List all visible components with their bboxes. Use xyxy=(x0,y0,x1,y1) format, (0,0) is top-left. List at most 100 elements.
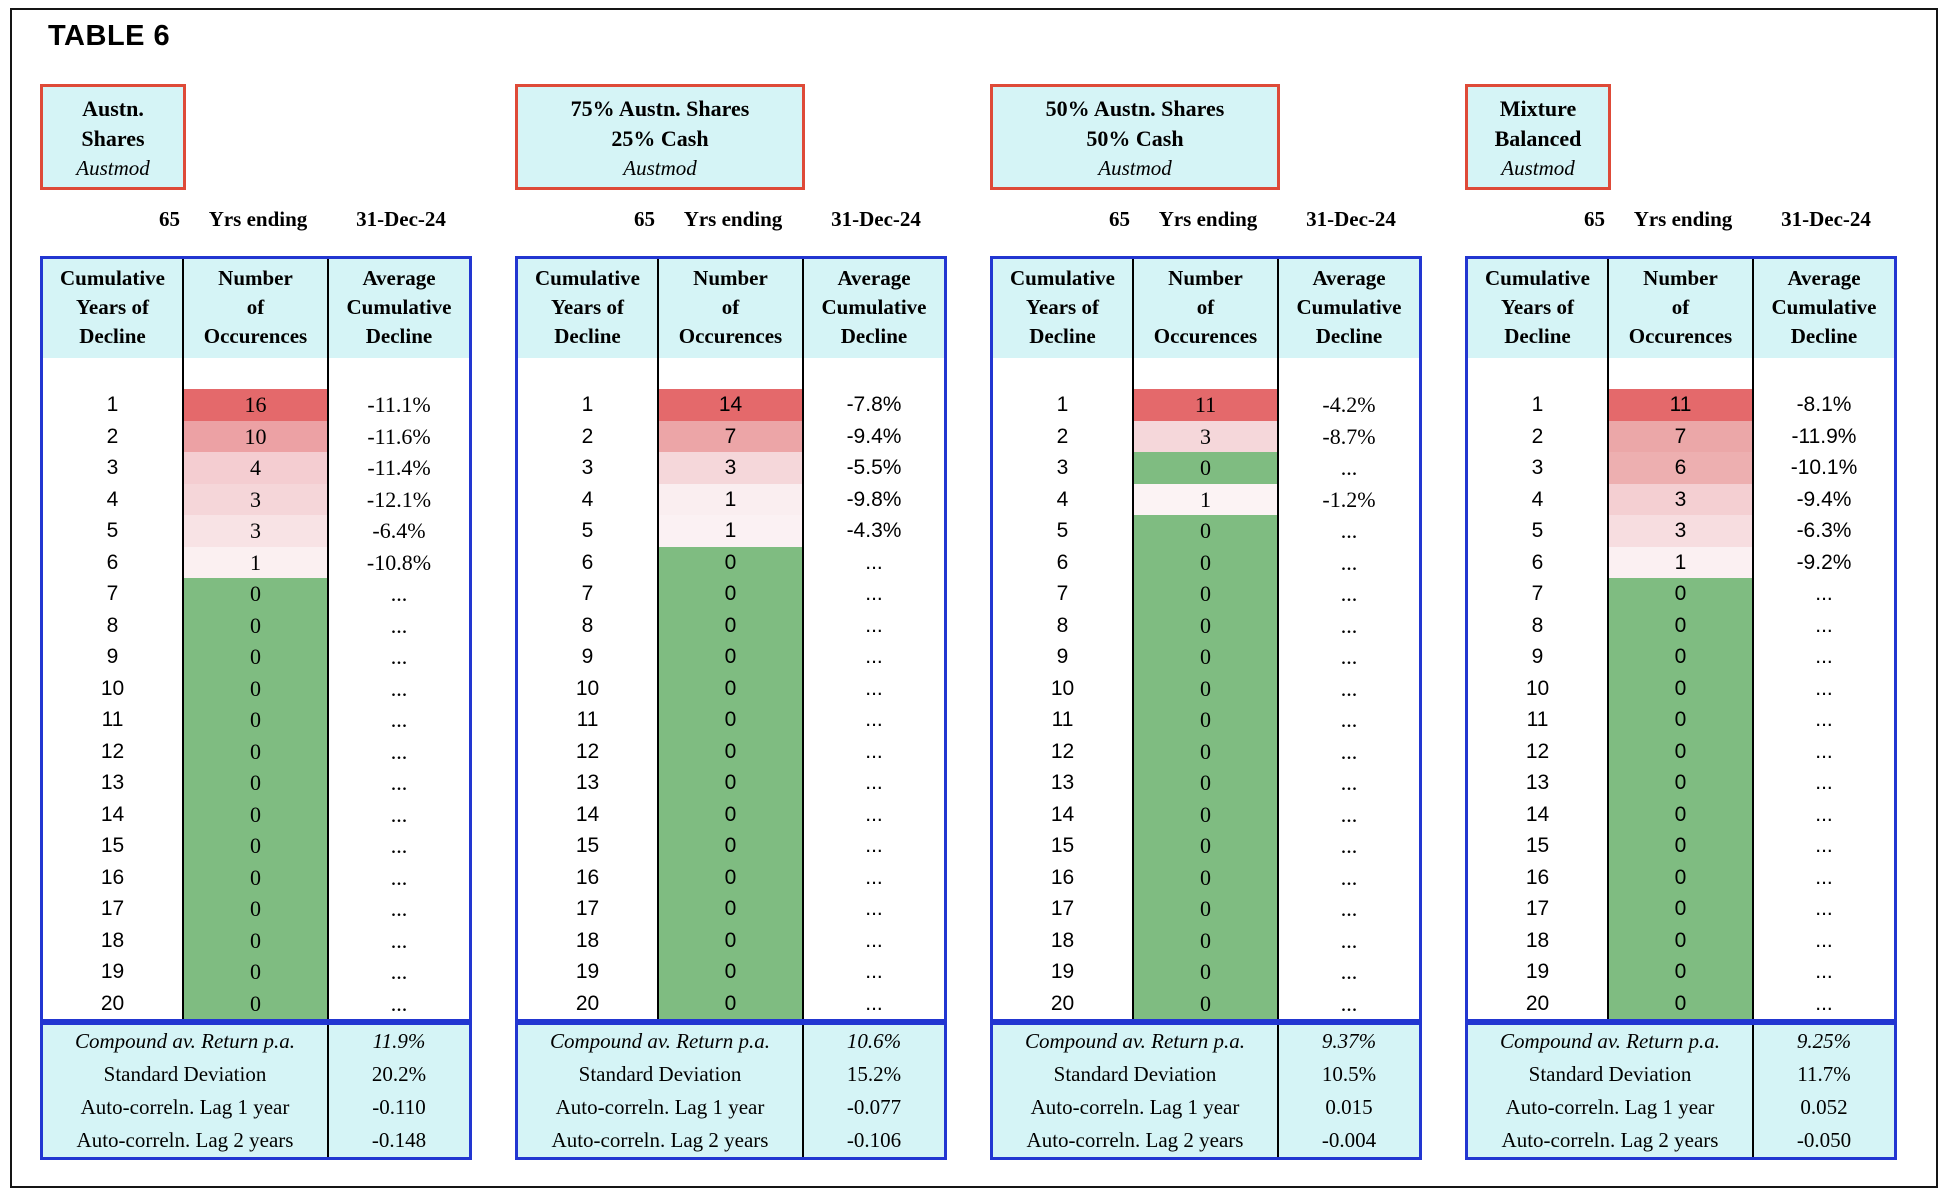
years-of-decline-cell: 14 xyxy=(43,798,184,830)
average-decline-cell: ... xyxy=(1340,518,1358,543)
years-of-decline-cell: 3 xyxy=(993,452,1134,484)
table-title: TABLE 6 xyxy=(48,20,171,52)
years-count: 65 xyxy=(159,206,180,231)
occurrences-cell: 0 xyxy=(1134,924,1279,956)
occurrences-cell: 0 xyxy=(184,578,329,610)
stat-row: Auto-correln. Lag 1 year 0.015 xyxy=(993,1091,1419,1124)
occurrences-cell: 0 xyxy=(659,798,804,830)
years-of-decline-cell: 4 xyxy=(1468,483,1609,515)
average-decline-cell: ... xyxy=(865,613,883,637)
occurrences-cell: 0 xyxy=(1609,924,1754,956)
years-of-decline-cell: 17 xyxy=(993,893,1134,925)
portfolio-label-box: 75% Austn. Shares 25% Cash Austmod xyxy=(515,84,805,190)
years-of-decline-cell: 7 xyxy=(993,578,1134,610)
occurrences-cell: 0 xyxy=(1609,893,1754,925)
average-decline-cell: ... xyxy=(865,928,883,952)
portfolio-label-box: 50% Austn. Shares 50% Cash Austmod xyxy=(990,84,1280,190)
average-decline-cell: ... xyxy=(1815,991,1833,1015)
occurrences-cell: 0 xyxy=(659,987,804,1019)
occurrences-cell: 0 xyxy=(184,987,329,1019)
table-header: Cumulative Years of Decline Number of Occure… xyxy=(1468,259,1894,358)
stat-row: Auto-correln. Lag 1 year 0.052 xyxy=(1468,1091,1894,1124)
years-of-decline-cell: 13 xyxy=(518,767,659,799)
years-of-decline-cell: 20 xyxy=(43,987,184,1019)
years-of-decline-cell: 9 xyxy=(993,641,1134,673)
occurrences-cell: 0 xyxy=(659,641,804,673)
years-of-decline-cell: 14 xyxy=(993,798,1134,830)
occurrences-cell: 0 xyxy=(1134,452,1279,484)
years-of-decline-cell: 16 xyxy=(43,861,184,893)
occurrences-cell: 0 xyxy=(659,956,804,988)
average-decline-cell: ... xyxy=(865,897,883,920)
years-count: 65 xyxy=(1584,206,1605,231)
table-row: 20 0... xyxy=(43,987,469,1019)
period-row: 65 Yrs ending 31-Dec-24 xyxy=(1465,204,1897,234)
years-of-decline-cell: 18 xyxy=(993,924,1134,956)
table-row: 18 0... xyxy=(993,924,1419,956)
table-row: 9 0... xyxy=(1468,641,1894,673)
years-of-decline-cell: 11 xyxy=(43,704,184,736)
table-header: Cumulative Years of Decline Number of Occure… xyxy=(993,259,1419,358)
years-of-decline-cell: 5 xyxy=(518,515,659,547)
years-of-decline-cell: 19 xyxy=(43,956,184,988)
stat-row: Compound av. Return p.a. 11.9% xyxy=(43,1025,469,1058)
occurrences-cell: 1 xyxy=(659,483,804,515)
table-row: 2 7 -9.4% xyxy=(518,420,944,452)
years-of-decline-cell: 19 xyxy=(993,956,1134,988)
years-of-decline-cell: 19 xyxy=(518,956,659,988)
occurrences-cell: 16 xyxy=(184,389,329,421)
stat-label: Auto-correln. Lag 1 year xyxy=(518,1091,804,1124)
occurrences-cell: 0 xyxy=(184,735,329,767)
table-row: 17 0... xyxy=(1468,893,1894,925)
spacer-row xyxy=(43,358,469,389)
table-row: 14 0... xyxy=(518,798,944,830)
portfolio-name-line1: Austn. xyxy=(82,96,144,121)
occurrences-cell: 1 xyxy=(184,546,329,578)
table-row: 3 6 -10.1% xyxy=(1468,452,1894,484)
table-row: 12 0... xyxy=(993,735,1419,767)
table-row: 10 0... xyxy=(518,672,944,704)
model-name: Austmod xyxy=(1501,156,1575,180)
occurrences-cell: 0 xyxy=(184,956,329,988)
average-decline-cell: ... xyxy=(1340,549,1358,575)
occurrences-cell: 0 xyxy=(1609,578,1754,610)
occurrences-cell: 0 xyxy=(1134,956,1279,988)
table-row: 16 0... xyxy=(518,861,944,893)
years-of-decline-cell: 6 xyxy=(43,546,184,578)
average-decline-cell: ... xyxy=(1340,833,1358,858)
table-footer: Compound av. Return p.a. 9.37% Standard De… xyxy=(990,1022,1422,1160)
years-of-decline-cell: 17 xyxy=(1468,893,1609,925)
occurrences-cell: 0 xyxy=(1134,767,1279,799)
occurrences-cell: 0 xyxy=(1134,578,1279,610)
table-row: 13 0... xyxy=(993,767,1419,799)
stat-label: Auto-correln. Lag 2 years xyxy=(1468,1124,1754,1157)
table-row: 12 0... xyxy=(1468,735,1894,767)
years-of-decline-cell: 2 xyxy=(43,420,184,452)
page-border: TABLE 6 Austn. Shares Austmod 65 Yrs end… xyxy=(10,8,1938,1188)
occurrences-cell: 0 xyxy=(1134,609,1279,641)
average-decline-cell: -4.3% xyxy=(846,519,902,542)
occurrences-cell: 0 xyxy=(659,924,804,956)
table-footer: Compound av. Return p.a. 10.6% Standard De… xyxy=(515,1022,947,1160)
stat-label: Compound av. Return p.a. xyxy=(993,1025,1279,1058)
occurrences-cell: 0 xyxy=(184,609,329,641)
col-header-occurrences: Number of Occurences xyxy=(1609,259,1754,358)
years-of-decline-cell: 12 xyxy=(43,735,184,767)
table-header: Cumulative Years of Decline Number of Occure… xyxy=(43,259,469,358)
stat-label: Compound av. Return p.a. xyxy=(43,1025,329,1058)
average-decline-cell: ... xyxy=(390,770,408,795)
model-name: Austmod xyxy=(1098,156,1172,180)
average-decline-cell: -9.2% xyxy=(1796,550,1852,574)
occurrences-cell: 0 xyxy=(184,861,329,893)
average-decline-cell: ... xyxy=(390,581,408,606)
average-decline-cell: ... xyxy=(390,738,408,764)
occurrences-cell: 0 xyxy=(659,767,804,799)
occurrences-cell: 7 xyxy=(659,420,804,452)
average-decline-cell: ... xyxy=(865,550,883,574)
average-decline-cell: ... xyxy=(390,959,408,984)
average-decline-cell: ... xyxy=(1815,834,1833,857)
table-row: 14 0... xyxy=(993,798,1419,830)
years-of-decline-cell: 17 xyxy=(43,893,184,925)
occurrences-cell: 0 xyxy=(1134,641,1279,673)
average-decline-cell: ... xyxy=(1815,771,1833,794)
